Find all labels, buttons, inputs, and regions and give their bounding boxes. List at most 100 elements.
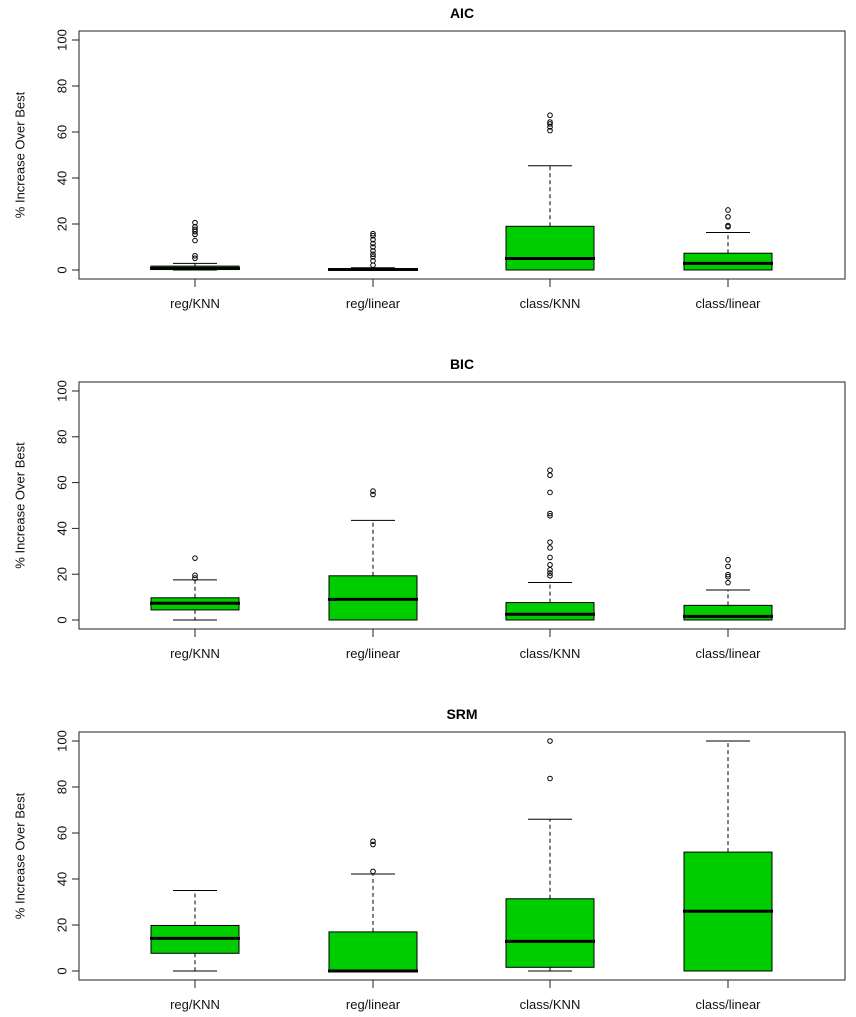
outlier-point: [547, 121, 553, 127]
y-tick-label: 20: [55, 567, 70, 581]
box-class-knn: [505, 467, 595, 621]
panel-title: AIC: [450, 5, 474, 21]
box-reg-knn: [150, 219, 240, 271]
panel-title: SRM: [446, 706, 477, 722]
panel-title: BIC: [450, 356, 474, 372]
outlier-point: [547, 467, 553, 474]
plot-frame: [78, 731, 846, 981]
outlier-point: [547, 567, 553, 573]
iqr-box: [505, 898, 595, 968]
outlier-point: [725, 563, 731, 570]
plot-frame: [78, 30, 846, 280]
outlier-point: [547, 112, 553, 119]
outlier-point: [547, 570, 553, 576]
outlier-point: [547, 775, 553, 782]
y-tick-label: 60: [55, 475, 70, 489]
outlier-point: [370, 868, 376, 875]
x-tick-label: class/linear: [695, 646, 761, 661]
outlier-point: [725, 222, 731, 229]
x-tick-label: reg/linear: [346, 646, 401, 661]
outlier-point: [370, 254, 376, 260]
x-tick-label: reg/linear: [346, 997, 401, 1012]
y-tick-label: 80: [55, 780, 70, 794]
x-tick-label: class/KNN: [520, 646, 581, 661]
box-reg-linear: [328, 838, 418, 973]
outlier-point: [192, 255, 198, 262]
iqr-box: [505, 602, 595, 621]
iqr-box: [328, 931, 418, 972]
y-axis-label: % Increase Over Best: [13, 91, 28, 218]
outlier-point: [370, 244, 376, 250]
outlier-point: [547, 119, 553, 125]
y-tick-label: 0: [55, 266, 70, 273]
y-tick-label: 60: [55, 826, 70, 840]
y-axis-label: % Increase Over Best: [13, 792, 28, 919]
x-tick-label: class/KNN: [520, 296, 581, 311]
y-tick-label: 40: [55, 521, 70, 535]
x-tick-label: class/linear: [695, 997, 761, 1012]
x-tick-label: reg/KNN: [170, 296, 220, 311]
y-tick-label: 0: [55, 967, 70, 974]
y-tick-label: 0: [55, 616, 70, 623]
outlier-point: [547, 127, 553, 134]
x-tick-label: reg/linear: [346, 296, 401, 311]
outlier-point: [370, 488, 376, 494]
outlier-point: [725, 214, 731, 220]
y-tick-label: 100: [55, 730, 70, 752]
box-reg-knn: [150, 890, 240, 972]
outlier-point: [192, 219, 198, 226]
box-class-linear: [683, 556, 773, 621]
outlier-point: [370, 838, 376, 845]
y-tick-label: 20: [55, 918, 70, 932]
outlier-point: [370, 841, 376, 848]
x-tick-label: class/linear: [695, 296, 761, 311]
outlier-point: [547, 539, 553, 545]
outlier-point: [547, 510, 553, 517]
outlier-point: [192, 226, 198, 233]
x-tick-label: class/KNN: [520, 997, 581, 1012]
outlier-point: [192, 572, 198, 579]
outlier-point: [370, 251, 376, 258]
outlier-point: [547, 554, 553, 561]
outlier-point: [547, 562, 553, 568]
y-tick-label: 20: [55, 217, 70, 231]
outlier-point: [192, 252, 198, 259]
outlier-point: [370, 232, 376, 239]
outlier-point: [370, 230, 376, 237]
box-class-linear: [683, 740, 773, 972]
box-reg-linear: [328, 488, 418, 621]
outlier-point: [725, 571, 731, 578]
y-tick-label: 40: [55, 171, 70, 185]
y-axis-label: % Increase Over Best: [13, 442, 28, 569]
outlier-point: [725, 207, 731, 213]
box-class-knn: [505, 112, 595, 271]
outlier-point: [370, 248, 376, 254]
outlier-point: [192, 237, 198, 244]
box-reg-knn: [150, 555, 240, 621]
y-tick-label: 80: [55, 79, 70, 93]
y-tick-label: 100: [55, 380, 70, 402]
panel-aic: AIC 0 20 40 60 80 100 % Increase Over Best reg/K…: [13, 5, 846, 311]
outlier-point: [547, 573, 553, 579]
panel-srm: SRM 0 20 40 60 80 100 % Increase Over Best reg/K…: [13, 706, 846, 1012]
outlier-point: [547, 545, 553, 551]
outlier-point: [725, 556, 731, 563]
iqr-box: [683, 252, 773, 271]
x-tick-label: reg/KNN: [170, 997, 220, 1012]
outlier-point: [192, 575, 198, 581]
iqr-box: [505, 225, 595, 271]
outlier-point: [725, 579, 731, 586]
panel-bic: BIC 0 20 40 60 80 100 % Increase Over Best reg/K…: [13, 356, 846, 661]
outlier-point: [192, 555, 198, 561]
y-tick-label: 80: [55, 430, 70, 444]
box-class-linear: [683, 207, 773, 271]
outlier-point: [547, 489, 553, 496]
outlier-point: [725, 573, 731, 580]
x-tick-label: reg/KNN: [170, 646, 220, 661]
outlier-point: [547, 513, 553, 519]
box-reg-linear: [328, 230, 418, 272]
outlier-point: [370, 240, 376, 247]
plot-frame: [78, 381, 846, 630]
y-tick-label: 40: [55, 872, 70, 886]
